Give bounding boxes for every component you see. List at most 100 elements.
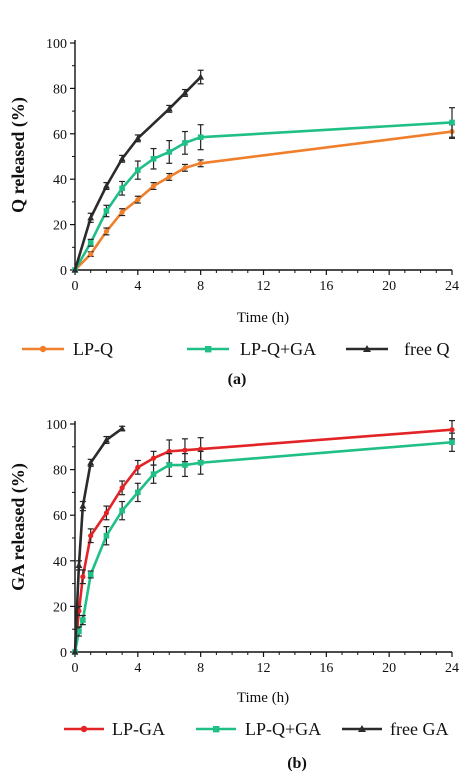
data-point: [103, 510, 110, 516]
data-point: [119, 485, 125, 491]
data-point: [182, 140, 188, 146]
data-point: [79, 502, 87, 509]
data-point: [182, 447, 188, 453]
x-axis-label: Time (h): [237, 690, 289, 706]
x-tick-label: 24: [445, 279, 459, 294]
series-lp-q-ga: [72, 107, 455, 273]
legend-label-free-ga: free GA: [390, 719, 448, 739]
series-free-q: [71, 69, 205, 273]
x-tick-label: 4: [134, 279, 141, 294]
data-point: [449, 119, 455, 126]
data-point: [198, 160, 204, 166]
x-tick-label: 0: [72, 661, 79, 676]
data-point: [150, 183, 157, 189]
y-tick-label: 40: [53, 555, 67, 570]
legend-label-lp-q: LP-Q: [73, 339, 113, 359]
axes: 0 20 40 60 80 100 0 4 8 12 16 20 24: [46, 37, 459, 294]
x-tick-label: 12: [257, 661, 271, 676]
y-tick-label: 20: [53, 600, 67, 615]
data-point: [119, 507, 125, 514]
data-point: [166, 448, 172, 454]
series-line: [73, 76, 202, 271]
data-point: [103, 436, 110, 443]
data-point: [88, 533, 94, 539]
series-line: [74, 130, 453, 271]
legend-label-lp-q-ga: LP-Q+GA: [240, 339, 316, 359]
legend-item: LP-Q: [22, 339, 113, 359]
data-point: [71, 648, 79, 655]
series-line: [73, 121, 453, 271]
data-point: [150, 155, 157, 162]
axes: 0 20 40 60 80 100 0 4 8 12 16 20 24: [46, 418, 459, 676]
data-point: [87, 459, 95, 466]
data-point: [135, 167, 141, 173]
legend-label-lp-q-ga: LP-Q+GA: [245, 719, 321, 739]
data-point: [449, 427, 455, 433]
legend-label-free-q: free Q: [404, 339, 449, 359]
x-tick-label: 16: [319, 661, 333, 676]
data-point: [87, 239, 94, 246]
x-tick-label: 24: [445, 661, 459, 676]
y-tick-label: 80: [53, 82, 67, 97]
data-point: [80, 617, 86, 623]
legend: LP-Q LP-Q+GA free Q: [22, 339, 449, 359]
data-point: [166, 462, 173, 468]
data-point: [182, 165, 188, 171]
data-point: [150, 455, 157, 461]
data-point: [165, 105, 173, 112]
data-point: [87, 214, 95, 221]
y-tick-label: 80: [53, 464, 67, 479]
y-tick-label: 100: [46, 37, 67, 52]
data-point: [119, 209, 125, 215]
x-tick-label: 12: [257, 279, 271, 294]
data-point: [103, 208, 110, 214]
data-point: [182, 462, 188, 468]
data-point: [181, 89, 189, 96]
y-tick-label: 20: [53, 219, 67, 234]
data-point: [118, 424, 126, 432]
y-tick-label: 0: [60, 264, 67, 279]
data-point: [118, 155, 126, 162]
data-point: [103, 228, 110, 235]
y-tick-label: 0: [60, 646, 67, 661]
data-point: [166, 149, 173, 155]
y-tick-label: 100: [46, 418, 67, 433]
legend: LP-GA LP-Q+GA free GA: [64, 719, 448, 739]
x-tick-label: 8: [197, 279, 204, 294]
data-point: [88, 251, 94, 257]
data-point: [103, 532, 110, 539]
data-point: [134, 134, 142, 141]
x-tick-label: 16: [319, 279, 333, 294]
data-point: [135, 464, 141, 470]
data-point: [197, 73, 205, 80]
data-point: [75, 561, 83, 568]
legend-item: free GA: [342, 719, 448, 739]
y-axis-label: Q released (%): [8, 97, 29, 213]
x-tick-label: 20: [382, 279, 396, 294]
y-axis-label: GA released (%): [8, 463, 29, 591]
legend-item: LP-Q+GA: [196, 719, 321, 739]
series-line: [73, 427, 123, 653]
data-point: [449, 439, 455, 446]
panel-a: 0 20 40 60 80 100 0 4 8 12 16 20 24 Q released (%) T…: [8, 37, 459, 388]
data-point: [197, 134, 204, 141]
legend-item: free Q: [346, 339, 449, 359]
legend-label-lp-ga: LP-GA: [112, 719, 165, 739]
y-tick-label: 40: [53, 173, 67, 188]
panel-label-a: (a): [228, 371, 247, 388]
legend-item: LP-Q+GA: [187, 339, 316, 359]
x-tick-label: 0: [72, 279, 79, 294]
data-point: [135, 197, 141, 203]
x-tick-label: 20: [382, 661, 396, 676]
data-point: [76, 628, 82, 635]
data-point: [87, 571, 94, 578]
data-point: [197, 459, 204, 466]
data-point: [166, 174, 172, 180]
y-tick-label: 60: [53, 128, 67, 143]
data-point: [135, 489, 141, 496]
x-axis-label: Time (h): [237, 310, 289, 326]
panel-label-b: (b): [287, 755, 307, 772]
data-point: [150, 471, 157, 477]
data-point: [119, 185, 125, 192]
